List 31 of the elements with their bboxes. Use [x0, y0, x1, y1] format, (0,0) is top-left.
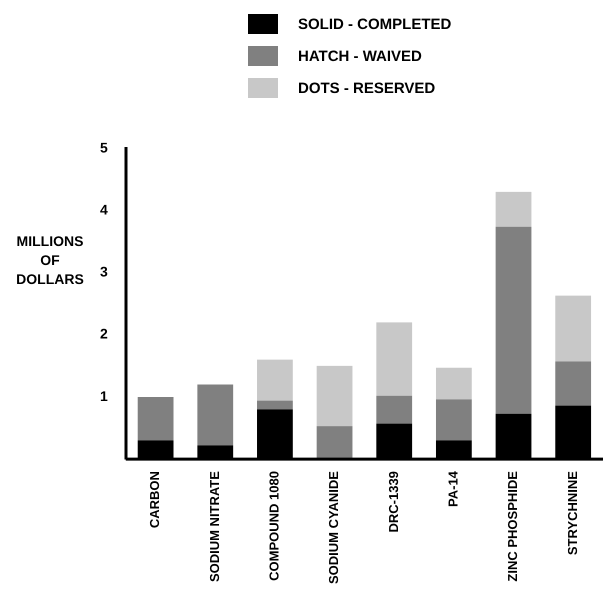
bar	[316, 426, 352, 460]
y-tick-label: 1	[100, 388, 108, 404]
y-tick-label: 2	[100, 326, 108, 342]
x-tick-label: CARBON	[147, 471, 162, 528]
x-tick-label: SODIUM CYANIDE	[326, 470, 342, 584]
bar	[436, 368, 472, 400]
legend-label: SOLID - COMPLETED	[298, 16, 452, 32]
x-tick-label: PA-14	[445, 470, 460, 507]
bar	[376, 322, 412, 396]
bar	[257, 360, 293, 401]
x-tick-label: STRYCHNINE	[564, 470, 580, 556]
x-tick-label: COMPOUND 1080	[266, 471, 282, 581]
bar	[555, 296, 592, 362]
y-axis-title: MILLIONS OF DOLLARS	[15, 232, 85, 289]
x-tick-label: DRC-1339	[386, 471, 401, 532]
legend-label: DOTS - RESERVED	[298, 80, 436, 96]
bar	[555, 362, 592, 406]
legend-label: HATCH - WAIVED	[298, 48, 422, 64]
x-tick-label: SODIUM NITRATE	[206, 470, 222, 582]
y-tick-label: 3	[100, 264, 108, 280]
bar	[316, 366, 352, 426]
y-tick-label: 5	[100, 139, 108, 156]
bar	[436, 399, 472, 440]
x-tick-label: ZINC PHOSPHIDE	[505, 470, 520, 582]
bar	[376, 396, 412, 424]
bar	[496, 226, 532, 414]
bar	[197, 384, 234, 446]
bar	[496, 192, 532, 227]
y-tick-label: 4	[100, 201, 108, 218]
bar	[257, 400, 293, 410]
bar	[138, 396, 174, 440]
